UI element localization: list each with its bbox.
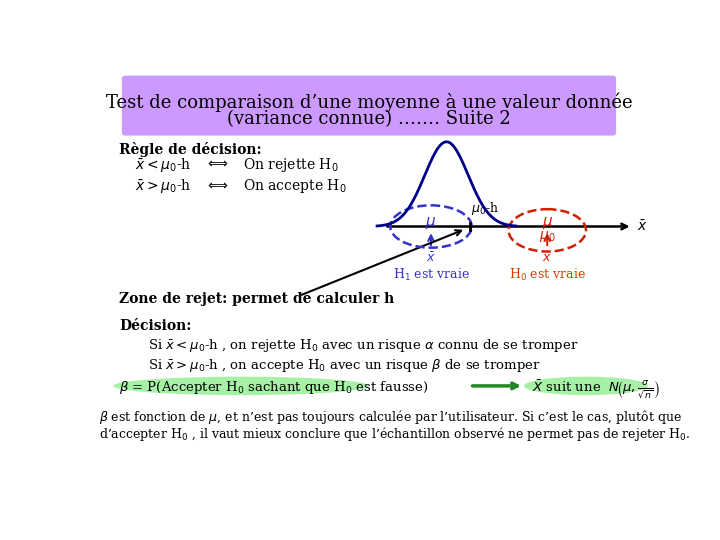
- Text: $\bar{x}$: $\bar{x}$: [542, 251, 552, 265]
- Text: $\mu_0$-h: $\mu_0$-h: [472, 200, 499, 217]
- Text: $\bar{X}$ suit une  $N\!\left(\mu,\frac{\sigma}{\sqrt{n}}\right)$: $\bar{X}$ suit une $N\!\left(\mu,\frac{\…: [532, 379, 660, 401]
- Text: Décision:: Décision:: [120, 319, 192, 333]
- Text: Règle de décision:: Règle de décision:: [120, 142, 262, 157]
- Text: $\Longleftrightarrow$: $\Longleftrightarrow$: [204, 156, 229, 170]
- Text: (variance connue) ……. Suite 2: (variance connue) ……. Suite 2: [227, 110, 511, 128]
- Text: $\bar{x}$: $\bar{x}$: [637, 219, 648, 234]
- Text: $\bar{x} > \mu_0$-h: $\bar{x} > \mu_0$-h: [135, 177, 192, 195]
- Text: $\mu$: $\mu$: [541, 214, 553, 231]
- FancyBboxPatch shape: [122, 76, 616, 135]
- Text: $\mu$: $\mu$: [426, 214, 436, 231]
- Ellipse shape: [524, 377, 648, 395]
- Text: Test de comparaison d’une moyenne à une valeur donnée: Test de comparaison d’une moyenne à une …: [106, 92, 632, 112]
- Text: $\beta$ est fonction de $\mu$, et n’est pas toujours calculée par l’utilisateur.: $\beta$ est fonction de $\mu$, et n’est …: [99, 408, 683, 426]
- Text: On rejette H$_0$: On rejette H$_0$: [243, 156, 339, 174]
- Text: Si $\bar{x} > \mu_0$-h , on accepte H$_0$ avec un risque $\beta$ de se tromper: Si $\bar{x} > \mu_0$-h , on accepte H$_0…: [148, 357, 541, 374]
- Text: H$_0$ est vraie: H$_0$ est vraie: [509, 267, 586, 282]
- Text: H$_1$ est vraie: H$_1$ est vraie: [392, 267, 469, 282]
- Text: Zone de rejet: permet de calculer h: Zone de rejet: permet de calculer h: [120, 292, 395, 306]
- Text: $\beta$ = P(Accepter H$_0$ sachant que H$_0$ est fausse): $\beta$ = P(Accepter H$_0$ sachant que H…: [120, 379, 429, 396]
- Text: Si $\bar{x} < \mu_0$-h , on rejette H$_0$ avec un risque $\alpha$ connu de se tr: Si $\bar{x} < \mu_0$-h , on rejette H$_0…: [148, 338, 579, 354]
- Text: $\Longleftrightarrow$: $\Longleftrightarrow$: [204, 177, 229, 191]
- Text: d’accepter H$_0$ , il vaut mieux conclure que l’échantillon observé ne permet pa: d’accepter H$_0$ , il vaut mieux conclur…: [99, 425, 690, 443]
- Ellipse shape: [113, 377, 369, 395]
- Text: $\bar{x} < \mu_0$-h: $\bar{x} < \mu_0$-h: [135, 156, 192, 174]
- Text: On accepte H$_0$: On accepte H$_0$: [243, 177, 347, 195]
- Text: $\mu_0$: $\mu_0$: [539, 229, 556, 244]
- Text: $\bar{x}$: $\bar{x}$: [426, 251, 436, 265]
